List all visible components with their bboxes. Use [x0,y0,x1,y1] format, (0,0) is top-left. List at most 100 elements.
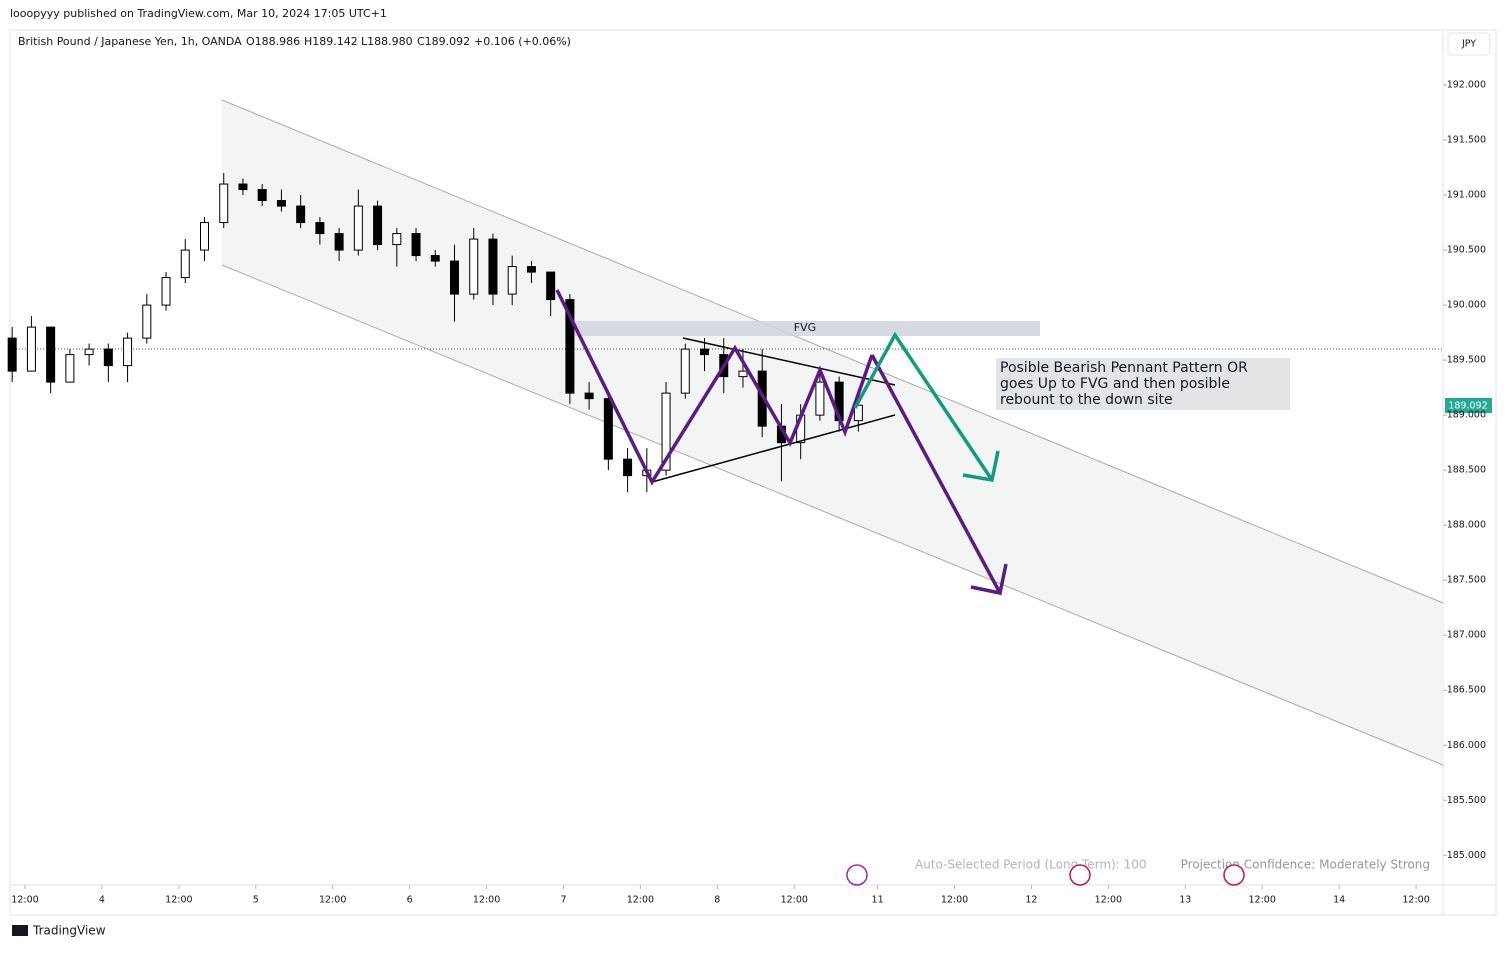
legend-symbol: British Pound / Japanese Yen, 1h, OANDA [18,35,242,48]
candle-body [296,205,306,224]
candle-body [46,326,56,383]
x-tick-label: 12:00 [1249,895,1276,906]
legend-change: +0.106 (+0.06%) [474,35,571,48]
candle-body [411,233,421,257]
candle-body [161,277,171,306]
candle-body [353,205,363,251]
candle-body [661,392,671,471]
candle-body [565,299,575,394]
legend-open: O188.986 [246,35,300,48]
teal-arrowhead [962,450,1000,483]
candle-body [680,348,690,394]
y-tick-label: 187.000 [1447,630,1486,641]
candle-body [392,233,402,246]
pennant-lower [651,414,896,483]
x-tick-label: 7 [560,895,566,906]
candle-body [700,348,710,356]
uk-flag-icon[interactable] [1223,864,1245,886]
event-icon[interactable] [846,864,868,886]
x-tick-label: 4 [99,895,105,906]
currency-button[interactable] [1447,32,1491,56]
x-tick-label: 12:00 [1095,895,1122,906]
footer-confidence: Projection Confidence: Moderately Strong [1181,858,1430,872]
x-tick-label: 6 [407,895,413,906]
candle-body [815,381,825,416]
y-tick-label: 192.000 [1447,80,1486,91]
x-tick-label: 12:00 [319,895,346,906]
x-tick-label: 12:00 [165,895,192,906]
y-tick-label: 186.000 [1447,740,1486,751]
candle-body [315,222,325,235]
candle-body [180,249,190,279]
candle-body [84,348,94,356]
candle-body [603,398,613,460]
candle-body [546,271,556,301]
y-tick-label: 188.500 [1447,465,1486,476]
candle-body [450,260,460,295]
note-box [996,358,1290,410]
candle-body [238,183,248,191]
fvg-label: FVG [794,321,816,334]
frame [9,29,1497,916]
candle-body [507,266,517,295]
y-tick-label: 186.500 [1447,685,1486,696]
candle-body [488,238,498,295]
candle-body [276,200,286,207]
published-line: looopyyy published on TradingView.com, M… [10,7,387,20]
note-line: goes Up to FVG and then posible [1000,376,1230,392]
candle-body [199,222,209,251]
y-tick-label: 185.000 [1447,850,1486,861]
candle-body [257,189,267,202]
y-tick-label: 190.000 [1447,300,1486,311]
tv-logo [12,925,28,936]
y-tick-label: 191.500 [1447,135,1486,146]
candle-body [26,326,36,372]
purple-zigzag [555,289,874,486]
x-tick-label: 12:00 [11,895,38,906]
candle-body [65,354,75,383]
purple-projection [870,354,1002,594]
legend-low: L188.980 [361,35,413,48]
note-line: Posible Bearish Pennant Pattern OR [1000,360,1248,376]
y-tick-label: 188.000 [1447,520,1486,531]
legend-high: H189.142 [304,35,358,48]
candle-body [469,238,479,295]
purple-arrowhead [970,563,1008,596]
candle-body [142,304,152,339]
x-tick-label: 12:00 [1402,895,1429,906]
x-tick-label: 12:00 [781,895,808,906]
candle-body [623,458,633,477]
pennant-upper [682,337,896,386]
candle-body [103,348,113,367]
candle-body [7,337,17,372]
y-tick-label: 189.000 [1447,410,1486,421]
last-price-tag [1445,398,1492,413]
teal-projection [853,331,994,481]
x-tick-label: 13 [1179,895,1191,906]
candle-body [373,205,383,246]
candle-body [123,337,133,367]
y-tick-label: 191.000 [1447,190,1486,201]
x-tick-label: 12:00 [473,895,500,906]
x-tick-label: 12:00 [941,895,968,906]
candles [7,173,863,493]
channel-top [221,99,1444,604]
candle-body [430,255,440,262]
currency-label[interactable]: JPY [1461,39,1476,50]
candle-body [334,233,344,251]
y-tick-label: 189.500 [1447,355,1486,366]
fvg-zone [570,321,1040,336]
brand: TradingView [32,924,106,938]
footer-period: Auto-Selected Period (Long Term): 100 [915,858,1147,872]
x-tick-label: 8 [714,895,720,906]
candle-body [584,392,594,400]
candle-body [526,266,536,273]
uk-flag-icon[interactable] [1069,864,1091,886]
note-line: rebount to the down site [1000,392,1173,408]
x-tick-label: 5 [253,895,259,906]
y-tick-label: 190.500 [1447,245,1486,256]
x-tick-label: 14 [1333,895,1345,906]
last-price-label: 189.092 [1448,401,1487,412]
candle-body [738,370,748,378]
